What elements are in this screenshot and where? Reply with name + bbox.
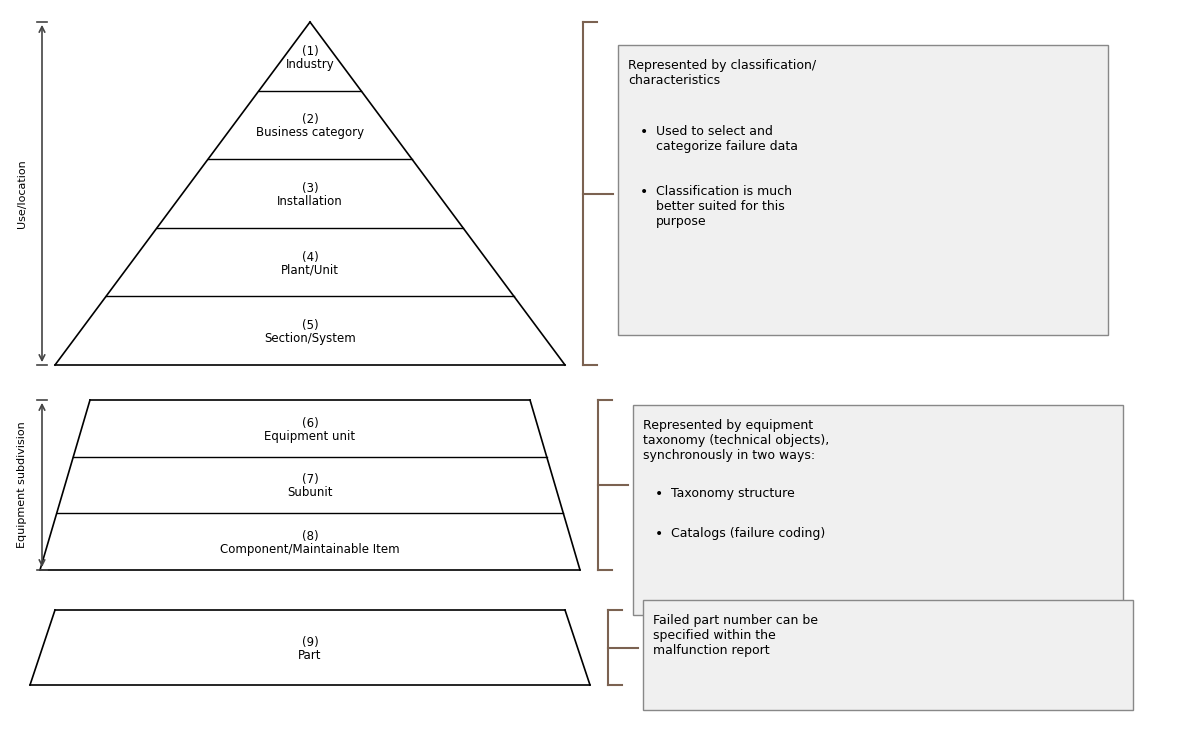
Text: Part: Part [299, 649, 322, 662]
Text: (4): (4) [301, 251, 318, 264]
Text: (8): (8) [301, 530, 318, 543]
Text: (3): (3) [301, 182, 318, 195]
Text: Installation: Installation [277, 195, 343, 208]
Text: Catalogs (failure coding): Catalogs (failure coding) [671, 527, 826, 540]
Text: Subunit: Subunit [287, 487, 332, 499]
Text: Business category: Business category [256, 126, 364, 139]
Text: Section/System: Section/System [264, 332, 356, 345]
Text: Use/location: Use/location [17, 159, 28, 228]
Text: (1): (1) [301, 45, 318, 58]
Text: Represented by classification/
characteristics: Represented by classification/ character… [628, 59, 816, 87]
Text: (9): (9) [301, 636, 318, 649]
Text: Used to select and
categorize failure data: Used to select and categorize failure da… [656, 125, 798, 153]
Text: (7): (7) [301, 474, 318, 487]
Text: Plant/Unit: Plant/Unit [281, 264, 340, 276]
Text: (5): (5) [301, 319, 318, 332]
Text: •: • [640, 185, 648, 199]
FancyBboxPatch shape [618, 45, 1108, 335]
Text: Taxonomy structure: Taxonomy structure [671, 487, 794, 500]
Text: (6): (6) [301, 417, 318, 430]
Text: Industry: Industry [286, 58, 335, 71]
Text: Represented by equipment
taxonomy (technical objects),
synchronously in two ways: Represented by equipment taxonomy (techn… [643, 419, 829, 462]
FancyBboxPatch shape [634, 405, 1123, 615]
Text: (2): (2) [301, 114, 318, 126]
Text: •: • [640, 125, 648, 139]
Text: Equipment subdivision: Equipment subdivision [17, 421, 28, 548]
Text: Component/Maintainable Item: Component/Maintainable Item [220, 543, 400, 556]
Text: •: • [655, 527, 664, 541]
Text: Failed part number can be
specified within the
malfunction report: Failed part number can be specified with… [653, 614, 818, 657]
Text: Classification is much
better suited for this
purpose: Classification is much better suited for… [656, 185, 792, 228]
Text: Equipment unit: Equipment unit [264, 430, 355, 443]
Text: •: • [655, 487, 664, 501]
FancyBboxPatch shape [643, 600, 1133, 710]
